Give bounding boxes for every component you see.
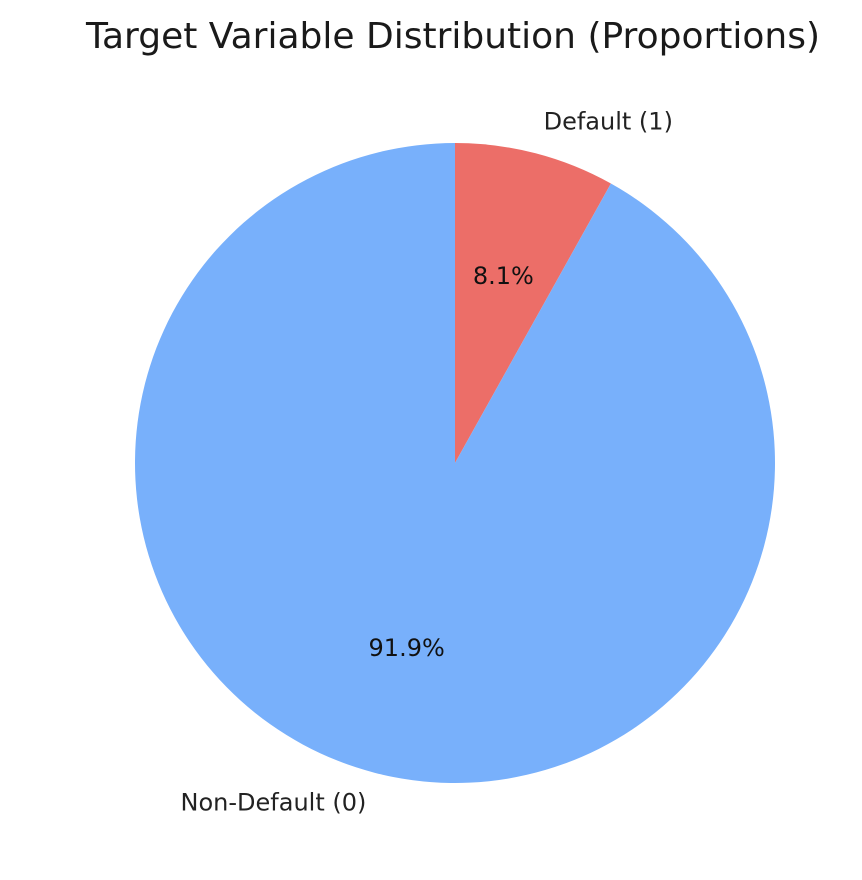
pie-slice-2	[135, 143, 775, 783]
chart-title: Target Variable Distribution (Proportion…	[85, 16, 820, 57]
slice-label-1: Default (1)	[544, 107, 673, 135]
pie-labels: Default (1) 8.1% Non-Default (0) 91.9%	[181, 107, 673, 816]
slice-label-2: Non-Default (0)	[181, 789, 367, 817]
slice-percent-label-2: 91.9%	[369, 634, 445, 662]
pie-slices	[135, 143, 775, 783]
pie-slice-1	[455, 143, 611, 463]
slice-percent-label-1: 8.1%	[473, 262, 534, 290]
